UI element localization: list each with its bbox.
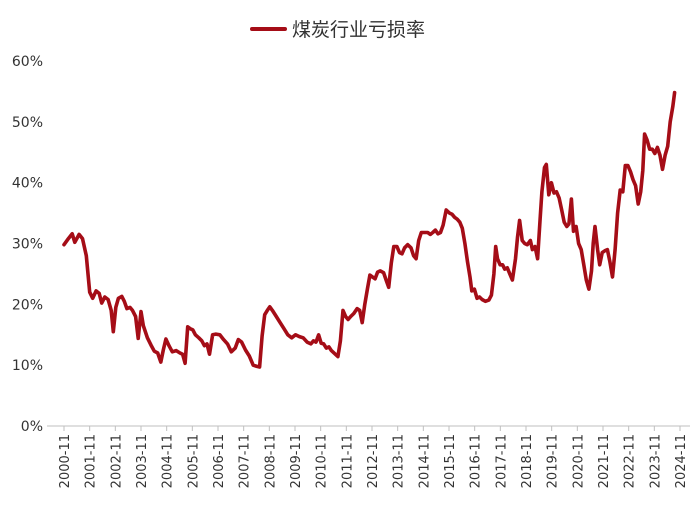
x-tick-label: 2018-11 bbox=[520, 434, 535, 488]
y-tick-label: 50% bbox=[12, 115, 43, 131]
x-tick-label: 2005-11 bbox=[186, 434, 201, 488]
x-tick-label: 2002-11 bbox=[109, 434, 124, 488]
x-axis-ticks: 2000-11 2001-11 2002-11 2003-11 2004-11 2005-… bbox=[58, 426, 689, 488]
x-tick-label: 2009-11 bbox=[289, 434, 304, 488]
y-tick-label: 10% bbox=[12, 358, 43, 374]
y-tick-label: 0% bbox=[21, 419, 43, 435]
x-tick-label: 2007-11 bbox=[238, 434, 253, 488]
x-tick-label: 2020-11 bbox=[571, 434, 586, 488]
x-tick-label: 2024-11 bbox=[674, 434, 689, 488]
x-tick-label: 2012-11 bbox=[366, 434, 381, 488]
x-tick-label: 2015-11 bbox=[443, 434, 458, 488]
x-tick-label: 2013-11 bbox=[392, 434, 407, 488]
y-tick-label: 30% bbox=[12, 237, 43, 253]
legend: 煤炭行业亏损率 bbox=[250, 19, 425, 41]
x-tick-label: 2006-11 bbox=[212, 434, 227, 488]
x-tick-label: 2021-11 bbox=[597, 434, 612, 488]
y-axis-ticks: 0% 10% 20% 30% 40% 50% 60% bbox=[12, 54, 43, 435]
x-tick-label: 2016-11 bbox=[469, 434, 484, 488]
x-tick-label: 2008-11 bbox=[263, 434, 278, 488]
x-tick-label: 2023-11 bbox=[648, 434, 663, 488]
legend-label: 煤炭行业亏损率 bbox=[292, 19, 425, 41]
y-tick-label: 40% bbox=[12, 176, 43, 192]
x-tick-label: 2017-11 bbox=[494, 434, 509, 488]
y-tick-label: 20% bbox=[12, 297, 43, 313]
x-tick-label: 2001-11 bbox=[84, 434, 99, 488]
x-tick-label: 2000-11 bbox=[58, 434, 73, 488]
x-tick-label: 2011-11 bbox=[340, 434, 355, 488]
x-tick-label: 2003-11 bbox=[135, 434, 150, 488]
x-tick-label: 2004-11 bbox=[161, 434, 176, 488]
series-line-coal-loss-rate bbox=[62, 90, 677, 369]
y-tick-label: 60% bbox=[12, 54, 43, 70]
x-tick-label: 2010-11 bbox=[315, 434, 330, 488]
x-tick-label: 2022-11 bbox=[623, 434, 638, 488]
x-tick-label: 2014-11 bbox=[417, 434, 432, 488]
x-tick-label: 2019-11 bbox=[546, 434, 561, 488]
